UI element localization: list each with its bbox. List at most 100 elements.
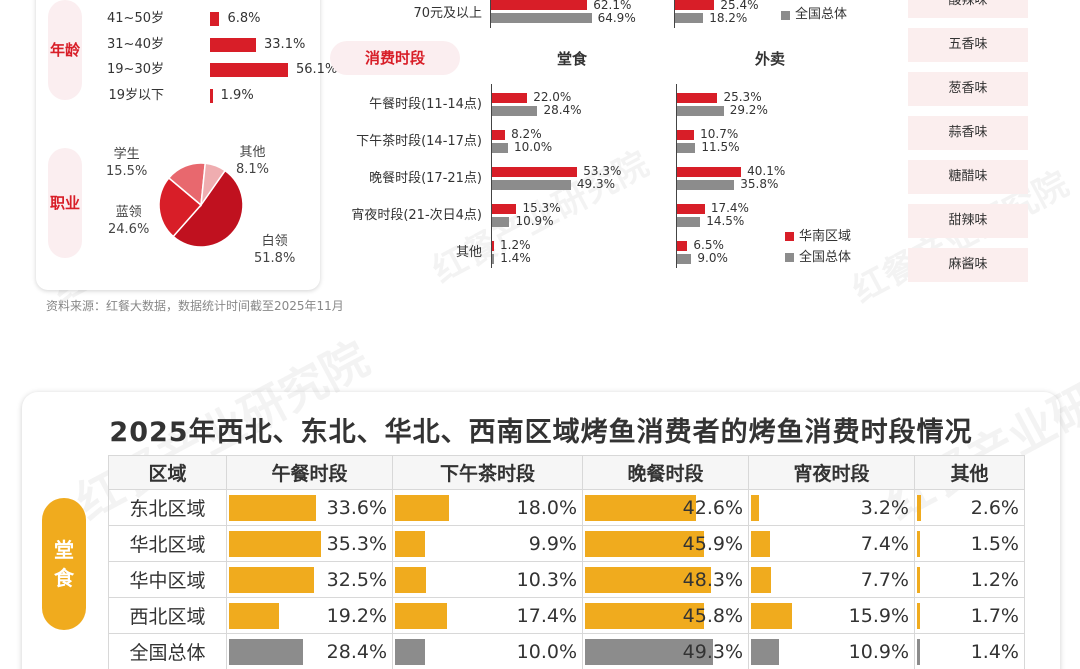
- column-header: 宵夜时段: [748, 455, 915, 490]
- cell-bar: [229, 639, 303, 665]
- cell-value: 1.7%: [970, 605, 1019, 627]
- bar: [492, 93, 528, 103]
- value-dinein-south: 62.1%: [593, 0, 632, 12]
- bar: [492, 106, 538, 116]
- bar-dinein-national: [491, 13, 592, 23]
- category-label: 午餐时段(11-14点): [369, 97, 482, 112]
- bar-value-label: 1.2%: [500, 238, 531, 252]
- value-cell: 15.9%: [748, 597, 915, 634]
- cell-value: 35.3%: [326, 533, 387, 555]
- age-row-label: 19~30岁: [107, 62, 164, 77]
- cell-bar: [751, 639, 780, 665]
- bar-value-label: 25.3%: [723, 90, 762, 104]
- age-value: 56.1%: [296, 62, 338, 77]
- cell-value: 10.9%: [848, 641, 909, 663]
- legend-label-national: 全国总体: [795, 7, 848, 22]
- axis-line: [491, 84, 492, 268]
- cell-bar: [229, 567, 314, 593]
- age-row: 19~30岁 56.1%: [36, 60, 337, 80]
- pie-slice-name: 白领: [261, 234, 288, 249]
- pie-slice-label: 学生 15.5%: [106, 146, 147, 180]
- bar: [677, 167, 742, 177]
- age-value: 1.9%: [220, 88, 254, 103]
- table-header-row: 区域 午餐时段 下午茶时段 晚餐时段 宵夜时段 其他: [108, 455, 1025, 490]
- flavor-item: 蒜香味: [908, 116, 1028, 150]
- value-cell: 3.2%: [748, 489, 915, 526]
- dinein-side-label: 堂食: [42, 498, 86, 630]
- age-value: 33.1%: [264, 37, 306, 52]
- value-cell: 45.9%: [582, 525, 749, 562]
- pie-slice-value: 24.6%: [108, 222, 150, 237]
- cell-value: 32.5%: [326, 569, 387, 591]
- column-header: 其他: [914, 455, 1025, 490]
- age-row-label: 31~40岁: [107, 37, 164, 52]
- axis-line: [674, 0, 675, 28]
- cell-bar: [917, 495, 922, 521]
- age-row: 19岁以下 1.9%: [36, 86, 320, 106]
- cell-bar: [585, 603, 705, 629]
- age-row: 41~50岁 6.8%: [36, 9, 320, 29]
- value-dinein-national: 64.9%: [597, 11, 636, 25]
- value-cell: 7.4%: [748, 525, 915, 562]
- cell-bar: [395, 567, 426, 593]
- cell-value: 42.6%: [682, 497, 743, 519]
- cell-value: 2.6%: [970, 497, 1019, 519]
- age-section-label: 年龄: [48, 0, 82, 100]
- bar: [492, 167, 578, 177]
- bar-value-label: 17.4%: [710, 201, 749, 215]
- bar: [492, 241, 494, 251]
- cell-bar: [585, 531, 705, 557]
- value-cell: 42.6%: [582, 489, 749, 526]
- bar-value-label: 11.5%: [701, 140, 740, 154]
- age-bar: [210, 89, 213, 103]
- flavor-item: 麻酱味: [908, 248, 1028, 282]
- bar-value-label: 6.5%: [693, 238, 724, 252]
- panel-header-dinein: 堂食: [557, 50, 588, 68]
- cell-value: 1.5%: [970, 533, 1019, 555]
- bar: [492, 204, 517, 214]
- cell-value: 33.6%: [326, 497, 387, 519]
- cell-bar: [917, 567, 920, 593]
- age-bar: [210, 38, 257, 52]
- bar-value-label: 40.1%: [747, 164, 786, 178]
- bar: [492, 180, 571, 190]
- cell-value: 9.9%: [528, 533, 577, 555]
- value-cell: 1.7%: [914, 597, 1025, 634]
- category-label: 宵夜时段(21-次日4点): [351, 208, 482, 223]
- flavor-item: 糖醋味: [908, 160, 1028, 194]
- region-name: 华中区域: [108, 561, 227, 598]
- age-row-label: 19岁以下: [108, 88, 164, 103]
- legend-swatch-national: [781, 11, 790, 20]
- flavor-item: 甜辣味: [908, 204, 1028, 238]
- value-cell: 1.2%: [914, 561, 1025, 598]
- cell-value: 1.2%: [970, 569, 1019, 591]
- side-label-char: 堂: [54, 538, 74, 562]
- column-header: 下午茶时段: [392, 455, 583, 490]
- bar-value-label: 29.2%: [729, 103, 768, 117]
- value-cell: 17.4%: [392, 597, 583, 634]
- value-cell: 19.2%: [226, 597, 393, 634]
- column-header: 午餐时段: [226, 455, 393, 490]
- value-cell: 9.9%: [392, 525, 583, 562]
- age-bar: [210, 12, 220, 26]
- bar-value-label: 1.4%: [500, 251, 531, 265]
- value-cell: 1.4%: [914, 633, 1025, 669]
- bar-value-label: 10.7%: [700, 127, 739, 141]
- bar: [677, 204, 705, 214]
- pie-slice: [158, 176, 203, 238]
- bar-value-label: 22.0%: [533, 90, 572, 104]
- pie-slice: [172, 169, 244, 248]
- consumer-profile-card: 年龄 41~50岁 6.8% 31~40岁 33.1% 19~30岁 56.1% 19岁以下…: [36, 0, 337, 290]
- value-cell: 45.8%: [582, 597, 749, 634]
- bar-value-label: 9.0%: [697, 251, 728, 265]
- pie-slice: [199, 162, 227, 208]
- chart-title-pill: 消费时段: [330, 41, 460, 75]
- category-label: 下午茶时段(14-17点): [356, 134, 482, 149]
- table-row: 华北区域 35.3% 9.9% 45.9% 7.4% 1.5%: [108, 525, 1025, 562]
- value-cell: 28.4%: [226, 633, 393, 669]
- legend-label-south: 华南区域: [799, 229, 852, 244]
- cell-bar: [751, 531, 771, 557]
- table-row: 东北区域 33.6% 18.0% 42.6% 3.2% 2.6%: [108, 489, 1025, 526]
- value-cell: 7.7%: [748, 561, 915, 598]
- cell-value: 15.9%: [848, 605, 909, 627]
